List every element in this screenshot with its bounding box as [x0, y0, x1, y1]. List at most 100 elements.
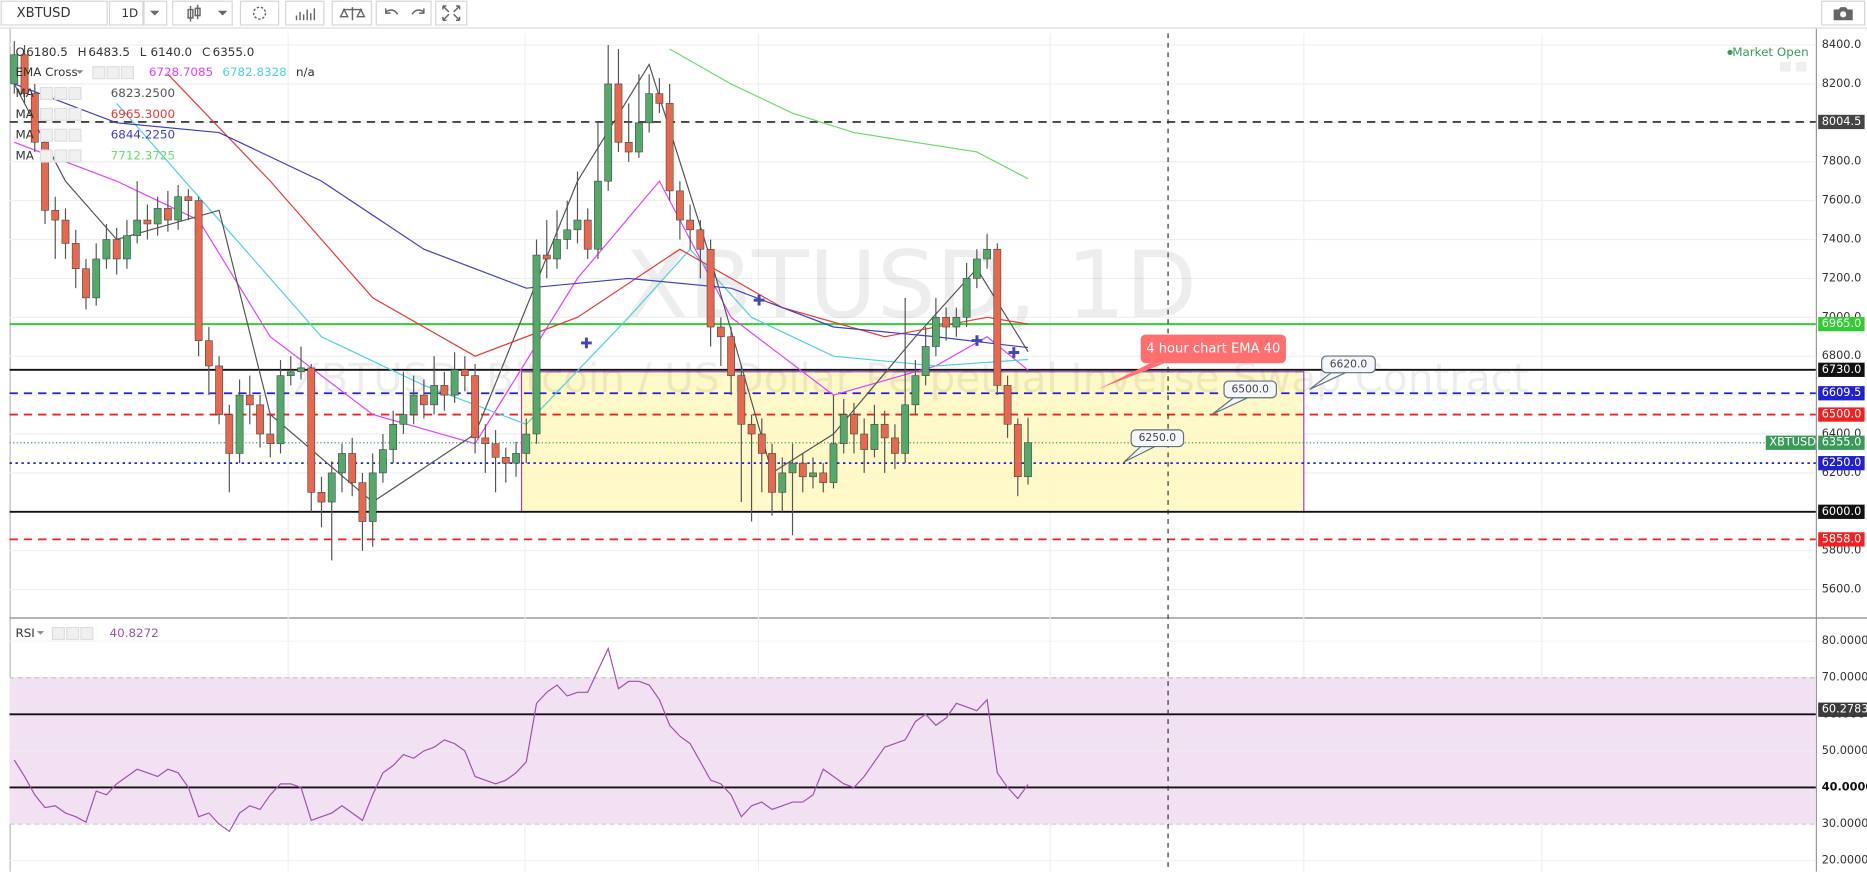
legend-button: [39, 107, 53, 121]
y-tick-label: 6800.0: [1822, 349, 1862, 362]
candle-body: [204, 340, 213, 367]
candle-body: [1003, 385, 1012, 425]
candle-body: [880, 423, 889, 439]
legend-arrow: [76, 70, 84, 74]
callout-text: 6500.0: [1231, 382, 1269, 395]
candle-body: [266, 433, 275, 445]
y-tick-label: 7800.0: [1822, 155, 1862, 168]
chart-style-button[interactable]: [172, 0, 233, 26]
candle-body: [737, 375, 746, 425]
ohlc-key: C: [202, 45, 210, 59]
label-layer: 5600.05800.06000.06200.06400.06600.06800…: [15, 38, 1867, 867]
candle-body: [850, 414, 858, 435]
price-label-box: [1818, 407, 1865, 422]
y-tick-label: 50.0000: [1822, 744, 1867, 757]
y-tick-label: 5600.0: [1822, 583, 1862, 596]
last-price-label: 6355.0: [1822, 436, 1862, 449]
candle-body: [20, 54, 29, 94]
interval[interactable]: 1D: [121, 6, 138, 20]
candle-body: [460, 369, 469, 376]
fullscreen-icon: [442, 5, 461, 21]
candle-body: [297, 367, 305, 373]
candle-body: [573, 219, 582, 231]
rsi-value-label: 60.2783: [1822, 703, 1867, 716]
gear-icon: [252, 6, 267, 20]
candle-body: [286, 371, 295, 376]
legend-button: [68, 107, 82, 121]
candle-body: [716, 326, 725, 338]
indicator-value: 6965.3000: [111, 107, 175, 121]
candle-body: [481, 437, 490, 445]
price-label: 8004.5: [1822, 115, 1862, 128]
candle-body: [389, 423, 398, 450]
ohlc-key: L: [140, 45, 147, 59]
candle-body: [870, 423, 879, 450]
candle-body: [655, 93, 664, 104]
settings-button[interactable]: [239, 0, 280, 26]
y-tick-label: 8200.0: [1822, 77, 1862, 90]
indicators-button[interactable]: [285, 0, 325, 26]
legend-arrow: [36, 631, 45, 635]
legend-button: [39, 86, 53, 101]
undo-redo[interactable]: [375, 0, 432, 26]
symbol-box[interactable]: [0, 0, 108, 26]
candle-body: [82, 268, 90, 299]
candle-body: [194, 200, 203, 341]
candle-body: [727, 336, 735, 376]
indicator-value: 6823.2500: [111, 86, 175, 100]
candle-body: [778, 472, 787, 493]
scroll-btn[interactable]: [1780, 61, 1791, 72]
legend-button: [54, 107, 68, 121]
candle-body: [891, 437, 899, 454]
candle-body: [901, 404, 910, 454]
candle-body: [624, 141, 633, 153]
candle-body: [51, 210, 60, 221]
candle-body: [256, 404, 264, 435]
candle-body: [911, 375, 920, 406]
candle-body: [604, 83, 613, 182]
candle-body: [952, 317, 961, 328]
candle-body: [676, 190, 684, 221]
price-label: 6730.0: [1822, 363, 1862, 376]
fullscreen-button[interactable]: [435, 0, 468, 26]
plus-marker: [753, 294, 765, 306]
undo-redo-icons: [385, 8, 425, 15]
candle-body: [932, 317, 940, 347]
dropdown-arrow: [217, 10, 228, 16]
candle-body: [133, 219, 142, 236]
candle-body: [542, 254, 551, 260]
candle-body: [440, 385, 449, 396]
candle-body: [1013, 423, 1022, 477]
candle-body: [501, 457, 510, 464]
candle-body: [809, 472, 817, 478]
indicator-value: 7712.3725: [111, 149, 175, 163]
rsi-level-label: 40.0000: [1822, 780, 1867, 793]
interval-box[interactable]: [108, 0, 144, 26]
candle-body: [696, 229, 705, 250]
scroll-btn[interactable]: [1795, 61, 1807, 72]
y-tick-label: 7200.0: [1822, 271, 1862, 284]
callout-text: 6620.0: [1330, 357, 1368, 370]
callout-box: [1321, 355, 1376, 374]
scales-icon: [339, 7, 366, 21]
candle-body: [112, 239, 121, 260]
candle-body: [665, 103, 674, 192]
callout-box: [1140, 334, 1286, 364]
indicator-value: n/a: [296, 65, 315, 79]
legend-button: [39, 149, 53, 163]
rsi-line: [13, 646, 1029, 833]
candle-body: [225, 414, 234, 454]
symbol[interactable]: XBTUSD: [17, 6, 71, 21]
price-label-box: [1818, 504, 1865, 519]
candle-body: [348, 453, 357, 483]
candle-body: [30, 93, 39, 143]
legend-button: [68, 128, 82, 142]
status-dot: [1727, 49, 1733, 56]
legend-button: [106, 66, 120, 80]
legend-button: [54, 149, 68, 163]
y-tick-label: 7400.0: [1822, 233, 1862, 246]
candle-body: [235, 394, 244, 454]
candle-body: [71, 243, 80, 269]
watermark-title: XBTUSD, 1D: [625, 231, 1197, 339]
indicator-value: 6728.7085: [149, 65, 213, 79]
